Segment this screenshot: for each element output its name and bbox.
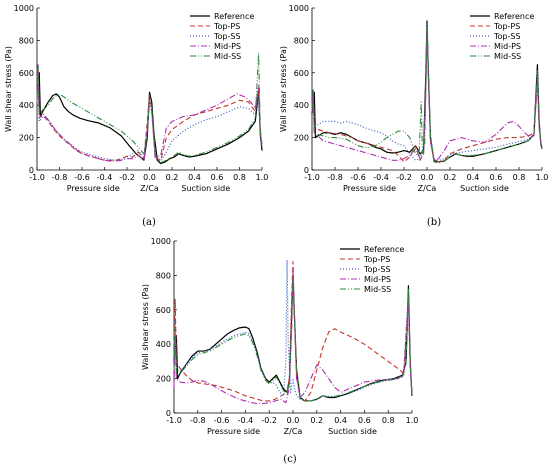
- series-line-mid-ps: [36, 64, 263, 162]
- y-tick-label: 200: [294, 134, 309, 143]
- x-tick-label: -0.8: [52, 173, 68, 182]
- series-line-top-ps: [173, 261, 413, 402]
- panel-a: 0 200 400 600 800 1000 -1.0 -0.8 -0.6 -0.4 -0.2 0.0…: [4, 4, 268, 228]
- x-tick-label: 0.6: [211, 173, 224, 182]
- series-line-top-ps: [36, 69, 263, 161]
- x-tick-label: -0.8: [327, 173, 343, 182]
- y-axis-label: Wall shear stress (Pa): [141, 284, 150, 370]
- x-tick-label: 1.0: [256, 173, 269, 182]
- x-tick-label: 0.0: [143, 173, 156, 182]
- panel-caption: (c): [283, 454, 297, 465]
- x-tick-label: 0.0: [421, 173, 434, 182]
- y-tick-label: 600: [19, 69, 34, 78]
- y-axis-label: Wall shear stress (Pa): [279, 46, 288, 132]
- x-tick-label: 0.6: [490, 173, 503, 182]
- x-tick-label: 1.0: [536, 173, 549, 182]
- legend-label: Top-SS: [363, 265, 391, 274]
- y-axis-label: Wall shear stress (Pa): [4, 46, 13, 132]
- x-tick-label: -1.0: [166, 416, 182, 425]
- series-line-top-ss: [36, 72, 263, 162]
- series-line-mid-ss: [36, 52, 263, 164]
- legend-label: Top-SS: [493, 32, 521, 41]
- legend-label: Mid-SS: [214, 52, 241, 61]
- x-tick-label: 0.8: [382, 416, 395, 425]
- legend-label: Mid-SS: [494, 52, 521, 61]
- x-tick-label: 0.4: [467, 173, 480, 182]
- x-axis-label-pressure-side: Pressure side: [67, 184, 120, 193]
- legend-label: Reference: [364, 245, 404, 254]
- x-tick-label: 0.2: [310, 416, 323, 425]
- x-tick-label: 1.0: [406, 416, 419, 425]
- x-tick-label: -0.2: [261, 416, 277, 425]
- y-tick-label: 0: [304, 166, 309, 175]
- x-tick-label: -0.4: [238, 416, 254, 425]
- y-tick-label: 1000: [289, 4, 309, 13]
- y-tick-label: 600: [156, 306, 171, 315]
- legend-label: Top-PS: [213, 22, 240, 31]
- x-tick-label: -0.6: [214, 416, 230, 425]
- x-tick-label: -1.0: [304, 173, 320, 182]
- y-tick-label: 1000: [14, 4, 34, 13]
- x-tick-label: -1.0: [29, 173, 45, 182]
- x-tick-label: 0.2: [444, 173, 457, 182]
- x-axis-label-pressure-side: Pressure side: [343, 184, 396, 193]
- panel-caption: (b): [427, 217, 441, 228]
- y-tick-label: 1000: [151, 237, 171, 246]
- panel-caption: (a): [142, 217, 156, 228]
- y-tick-label: 200: [156, 375, 171, 384]
- x-tick-label: -0.8: [190, 416, 206, 425]
- x-axis-label-suction-side: Suction side: [328, 427, 377, 436]
- legend-label: Mid-PS: [214, 42, 241, 51]
- x-tick-label: -0.6: [74, 173, 90, 182]
- x-tick-label: 0.6: [358, 416, 371, 425]
- series-line-top-ps: [311, 26, 543, 163]
- x-tick-label: 0.0: [287, 416, 300, 425]
- x-tick-label: 0.4: [334, 416, 347, 425]
- x-tick-label: -0.4: [97, 173, 113, 182]
- series-line-mid-ss: [311, 25, 543, 164]
- x-tick-label: -0.2: [119, 173, 135, 182]
- x-axis-label-suction-side: Suction side: [181, 184, 230, 193]
- legend-label: Mid-PS: [494, 42, 521, 51]
- x-axis-label-pressure-side: Pressure side: [207, 427, 260, 436]
- legend-label: Reference: [494, 12, 534, 21]
- y-tick-label: 0: [29, 166, 34, 175]
- legend-label: Mid-PS: [364, 275, 391, 284]
- panel-c: 0 200 400 600 800 1000 -1.0 -0.8 -0.6 -0.4 -0.2 0.0…: [141, 237, 418, 465]
- panel-b: 0 200 400 600 800 1000 -1.0 -0.8 -0.6 -0.4 -0.2 0.0…: [279, 4, 548, 228]
- x-tick-label: 0.4: [188, 173, 201, 182]
- legend-label: Top-SS: [213, 32, 241, 41]
- x-tick-label: -0.4: [373, 173, 389, 182]
- series-line-top-ss: [173, 259, 413, 402]
- x-axis-label-suction-side: Suction side: [460, 184, 509, 193]
- y-tick-label: 800: [156, 271, 171, 280]
- y-tick-label: 0: [166, 409, 171, 418]
- legend-label: Mid-SS: [364, 285, 391, 294]
- y-tick-label: 400: [294, 101, 309, 110]
- x-tick-label: -0.6: [350, 173, 366, 182]
- y-tick-label: 200: [19, 134, 34, 143]
- x-axis-label-center: Z/Ca: [140, 184, 159, 193]
- legend-label: Top-PS: [363, 255, 390, 264]
- series-line-mid-ps: [173, 269, 413, 405]
- legend-label: Top-PS: [493, 22, 520, 31]
- y-tick-label: 800: [19, 36, 34, 45]
- x-tick-label: 0.8: [513, 173, 526, 182]
- y-tick-label: 400: [19, 101, 34, 110]
- series-line-reference: [173, 274, 413, 402]
- x-tick-label: 0.8: [233, 173, 246, 182]
- x-axis-label-center: Z/Ca: [284, 427, 303, 436]
- x-axis-label-center: Z/Ca: [418, 184, 437, 193]
- y-tick-label: 800: [294, 36, 309, 45]
- y-tick-label: 600: [294, 69, 309, 78]
- y-tick-label: 400: [156, 340, 171, 349]
- x-tick-label: 0.2: [166, 173, 179, 182]
- x-tick-label: -0.2: [396, 173, 412, 182]
- series-line-mid-ps: [311, 26, 543, 161]
- legend-label: Reference: [214, 12, 254, 21]
